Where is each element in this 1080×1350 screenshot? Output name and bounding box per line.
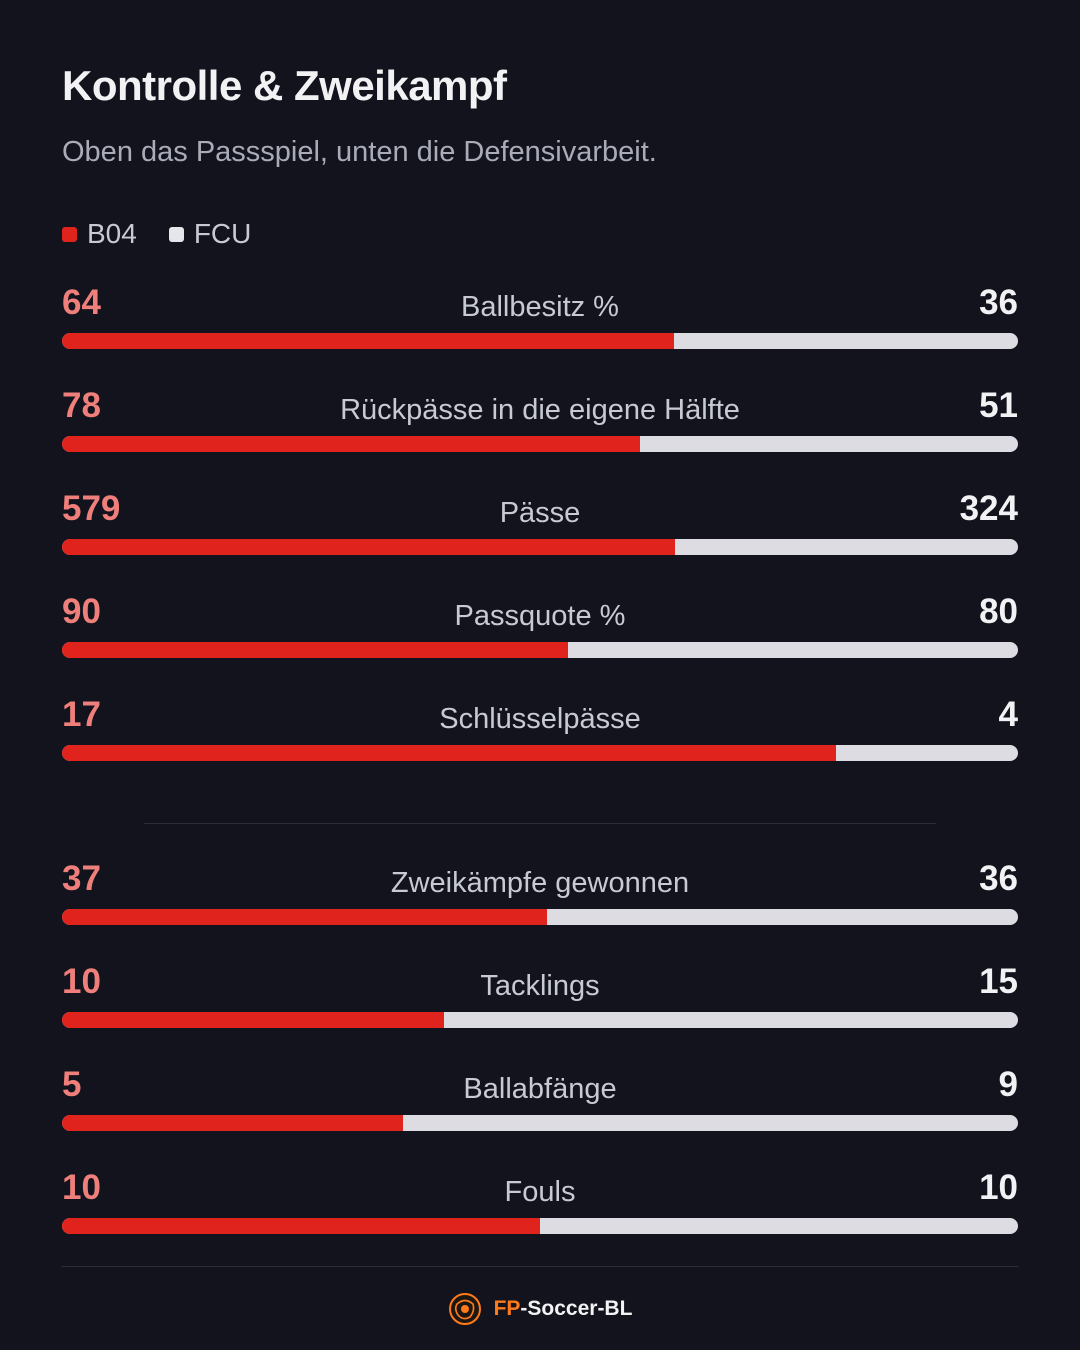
home-value: 37 — [62, 859, 101, 898]
away-value: 36 — [979, 283, 1018, 322]
home-bar — [62, 642, 569, 658]
home-bar — [62, 1012, 445, 1028]
section-divider — [144, 823, 936, 824]
stat-label: Fouls — [504, 1176, 576, 1208]
soccer-ball-logo-icon — [448, 1293, 481, 1325]
stat-row: 64 Ballbesitz % 36 — [62, 283, 1018, 353]
stat-row: 579 Pässe 324 — [62, 489, 1018, 559]
away-bar — [62, 642, 1018, 658]
stat-label: Zweikämpfe gewonnen — [390, 867, 690, 899]
away-bar — [62, 539, 1018, 555]
home-value: 17 — [62, 695, 101, 734]
home-bar — [62, 1218, 540, 1234]
home-bar — [62, 745, 836, 761]
home-value: 64 — [62, 283, 101, 322]
footer-divider — [62, 1266, 1018, 1267]
legend: B04 FCU — [62, 218, 251, 250]
stat-row: 5 Ballabfänge 9 — [62, 1065, 1018, 1135]
home-value: 5 — [62, 1065, 82, 1104]
away-bar — [62, 333, 1018, 349]
legend-swatch-home — [62, 226, 77, 242]
brand-accent: FP — [493, 1297, 521, 1320]
stat-row: 37 Zweikämpfe gewonnen 36 — [62, 859, 1018, 929]
stat-label: Ballbesitz % — [461, 291, 619, 323]
away-value: 15 — [979, 962, 1018, 1001]
away-bar — [62, 1012, 1018, 1028]
stat-label: Pässe — [499, 497, 581, 529]
home-value: 579 — [62, 489, 121, 528]
home-value: 10 — [62, 962, 101, 1001]
stat-label: Passquote % — [454, 600, 626, 632]
stat-row: 90 Passquote % 80 — [62, 592, 1018, 662]
away-bar — [62, 1218, 1018, 1234]
stat-row: 10 Fouls 10 — [62, 1168, 1018, 1238]
legend-item-home: B04 — [62, 218, 137, 250]
away-value: 324 — [959, 489, 1018, 528]
home-bar — [62, 436, 641, 452]
away-value: 9 — [998, 1065, 1018, 1104]
stat-label: Tacklings — [480, 970, 600, 1002]
stat-label: Rückpässe in die eigene Hälfte — [340, 394, 740, 426]
chart-title: Kontrolle & Zweikampf — [62, 62, 507, 109]
home-value: 10 — [62, 1168, 101, 1207]
stat-row: 17 Schlüsselpässe 4 — [62, 695, 1018, 765]
home-bar — [62, 1115, 404, 1131]
brand-rest: -Soccer-BL — [520, 1297, 633, 1320]
chart-subtitle: Oben das Passspiel, unten die Defensivar… — [62, 136, 657, 168]
away-bar — [62, 1115, 1018, 1131]
away-value: 36 — [979, 859, 1018, 898]
away-value: 10 — [979, 1168, 1018, 1207]
stat-row: 78 Rückpässe in die eigene Hälfte 51 — [62, 386, 1018, 456]
legend-label-home: B04 — [87, 218, 137, 249]
footer-brand: FP-Soccer-BL — [0, 1292, 1080, 1326]
stat-row: 10 Tacklings 15 — [62, 962, 1018, 1032]
away-value: 4 — [998, 695, 1018, 734]
home-value: 78 — [62, 386, 101, 425]
home-bar — [62, 539, 675, 555]
away-value: 80 — [979, 592, 1018, 631]
away-bar — [62, 909, 1018, 925]
home-value: 90 — [62, 592, 101, 631]
legend-swatch-away — [168, 226, 184, 242]
legend-item-away: FCU — [168, 218, 252, 250]
legend-label-away: FCU — [193, 218, 252, 249]
away-bar — [62, 436, 1018, 452]
stat-label: Schlüsselpässe — [439, 703, 641, 735]
stat-label: Ballabfänge — [463, 1073, 617, 1105]
away-bar — [62, 745, 1018, 761]
home-bar — [62, 909, 547, 925]
home-bar — [62, 333, 674, 349]
away-value: 51 — [979, 386, 1018, 425]
